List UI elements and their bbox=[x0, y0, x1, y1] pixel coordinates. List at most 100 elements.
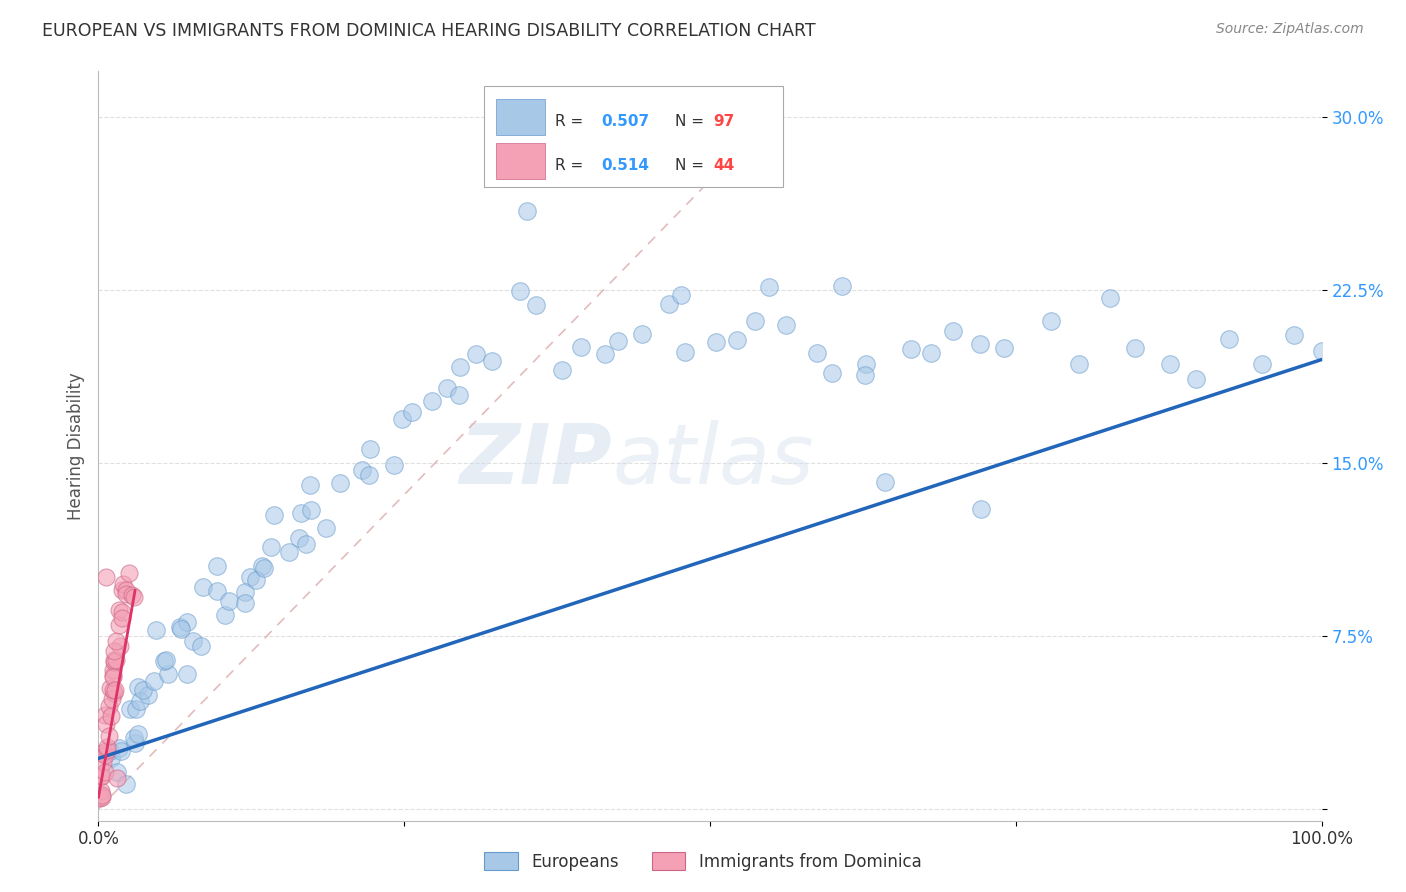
Point bbox=[98, 681, 121, 695]
Point bbox=[100, 709, 122, 723]
Point bbox=[391, 412, 413, 426]
Point bbox=[125, 702, 148, 716]
Point bbox=[993, 341, 1015, 355]
Point bbox=[94, 708, 117, 723]
Point bbox=[93, 755, 115, 769]
Point bbox=[98, 744, 121, 758]
Point bbox=[299, 503, 322, 517]
Point bbox=[90, 783, 112, 797]
Point bbox=[775, 318, 797, 332]
Point bbox=[260, 540, 283, 554]
Point bbox=[101, 663, 124, 677]
Point bbox=[551, 363, 574, 377]
Point bbox=[900, 343, 922, 357]
Point bbox=[704, 334, 727, 349]
Point bbox=[294, 536, 316, 550]
Point bbox=[233, 596, 256, 610]
Point bbox=[855, 358, 877, 372]
Point bbox=[1069, 358, 1091, 372]
Point bbox=[115, 582, 138, 597]
Point bbox=[481, 354, 503, 368]
Point bbox=[1310, 343, 1333, 358]
Point bbox=[97, 699, 120, 714]
Point bbox=[298, 478, 321, 492]
Point bbox=[509, 284, 531, 298]
Point bbox=[94, 765, 117, 780]
Point bbox=[122, 731, 145, 746]
Point bbox=[170, 622, 193, 636]
Point bbox=[90, 788, 112, 802]
Point bbox=[103, 655, 125, 669]
Point bbox=[155, 653, 177, 667]
Point bbox=[239, 570, 262, 584]
Point bbox=[821, 367, 844, 381]
Point bbox=[96, 740, 118, 755]
Point bbox=[758, 280, 780, 294]
Point bbox=[104, 682, 127, 697]
Point bbox=[315, 520, 337, 534]
Point bbox=[205, 583, 228, 598]
Point bbox=[744, 314, 766, 328]
Point bbox=[873, 475, 896, 490]
Text: 44: 44 bbox=[714, 158, 735, 172]
Point bbox=[359, 442, 381, 456]
Point bbox=[350, 463, 373, 477]
Point bbox=[90, 769, 112, 783]
Point bbox=[1040, 314, 1063, 328]
Text: N =: N = bbox=[675, 158, 709, 172]
Point bbox=[101, 683, 124, 698]
Point bbox=[111, 605, 134, 619]
Point bbox=[449, 359, 471, 374]
Point bbox=[121, 588, 143, 602]
Point bbox=[108, 639, 131, 653]
Point bbox=[114, 587, 136, 601]
Point bbox=[607, 334, 630, 348]
Point bbox=[118, 566, 141, 581]
Point bbox=[103, 670, 125, 684]
Point bbox=[329, 475, 352, 490]
Point bbox=[233, 585, 256, 599]
Y-axis label: Hearing Disability: Hearing Disability bbox=[66, 372, 84, 520]
Point bbox=[176, 615, 198, 630]
Point bbox=[103, 686, 125, 700]
Point bbox=[422, 394, 444, 409]
Point bbox=[658, 296, 681, 310]
Point bbox=[145, 623, 167, 637]
Legend: Europeans, Immigrants from Dominica: Europeans, Immigrants from Dominica bbox=[477, 844, 929, 880]
Point bbox=[725, 334, 748, 348]
Point bbox=[516, 204, 538, 219]
Point bbox=[593, 347, 616, 361]
Point bbox=[124, 590, 146, 604]
Point bbox=[290, 506, 312, 520]
Point bbox=[1251, 357, 1274, 371]
Point bbox=[94, 716, 117, 731]
Point bbox=[110, 744, 132, 758]
Text: atlas: atlas bbox=[612, 420, 814, 501]
Point bbox=[853, 368, 876, 382]
Point bbox=[90, 746, 112, 760]
Point bbox=[101, 667, 124, 681]
Point bbox=[91, 769, 114, 783]
Point bbox=[1185, 372, 1208, 386]
Point bbox=[176, 666, 198, 681]
Point bbox=[970, 502, 993, 516]
Point bbox=[124, 736, 146, 750]
Point bbox=[671, 288, 693, 302]
Text: 0.514: 0.514 bbox=[602, 158, 650, 172]
Text: R =: R = bbox=[555, 158, 588, 172]
Point bbox=[630, 326, 652, 341]
Point bbox=[94, 748, 117, 763]
Point bbox=[831, 279, 853, 293]
Point bbox=[569, 341, 592, 355]
Point bbox=[287, 532, 309, 546]
Point bbox=[156, 667, 179, 681]
Point bbox=[105, 764, 128, 779]
Point bbox=[252, 558, 274, 573]
Point bbox=[107, 618, 129, 632]
Point bbox=[436, 381, 458, 395]
Point bbox=[105, 772, 128, 786]
Point bbox=[94, 570, 117, 584]
Point bbox=[96, 743, 118, 757]
Point bbox=[524, 298, 547, 312]
Point bbox=[969, 337, 991, 351]
